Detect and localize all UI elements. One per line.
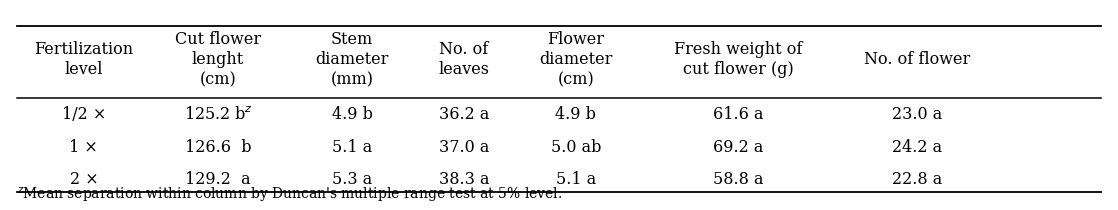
Text: Fertilization
level: Fertilization level [35,41,133,79]
Text: 2 ×: 2 × [69,171,98,188]
Text: Stem
diameter
(mm): Stem diameter (mm) [315,31,389,89]
Text: 129.2  a: 129.2 a [186,171,250,188]
Text: 4.9 b: 4.9 b [556,106,596,123]
Text: 22.8 a: 22.8 a [892,171,941,188]
Text: Flower
diameter
(cm): Flower diameter (cm) [539,31,613,89]
Text: 1 ×: 1 × [69,139,98,155]
Text: $^z$Mean separation within column by Duncan's multiple range test at 5% level.: $^z$Mean separation within column by Dun… [17,186,562,205]
Text: 126.6  b: 126.6 b [184,139,252,155]
Text: 69.2 a: 69.2 a [712,139,764,155]
Text: 125.2 b$^z$: 125.2 b$^z$ [183,106,253,123]
Text: 58.8 a: 58.8 a [712,171,764,188]
Text: 24.2 a: 24.2 a [892,139,941,155]
Text: 38.3 a: 38.3 a [438,171,490,188]
Text: 36.2 a: 36.2 a [438,106,490,123]
Text: Fresh weight of
cut flower (g): Fresh weight of cut flower (g) [674,41,802,79]
Text: 4.9 b: 4.9 b [332,106,372,123]
Text: Cut flower
lenght
(cm): Cut flower lenght (cm) [174,31,262,89]
Text: No. of flower: No. of flower [863,51,970,68]
Text: 5.1 a: 5.1 a [332,139,372,155]
Text: 5.0 ab: 5.0 ab [550,139,601,155]
Text: No. of
leaves: No. of leaves [438,41,490,79]
Text: 5.1 a: 5.1 a [556,171,596,188]
Text: 5.3 a: 5.3 a [332,171,372,188]
Text: 1/2 ×: 1/2 × [61,106,106,123]
Text: 61.6 a: 61.6 a [712,106,764,123]
Text: 23.0 a: 23.0 a [892,106,941,123]
Text: 37.0 a: 37.0 a [438,139,490,155]
